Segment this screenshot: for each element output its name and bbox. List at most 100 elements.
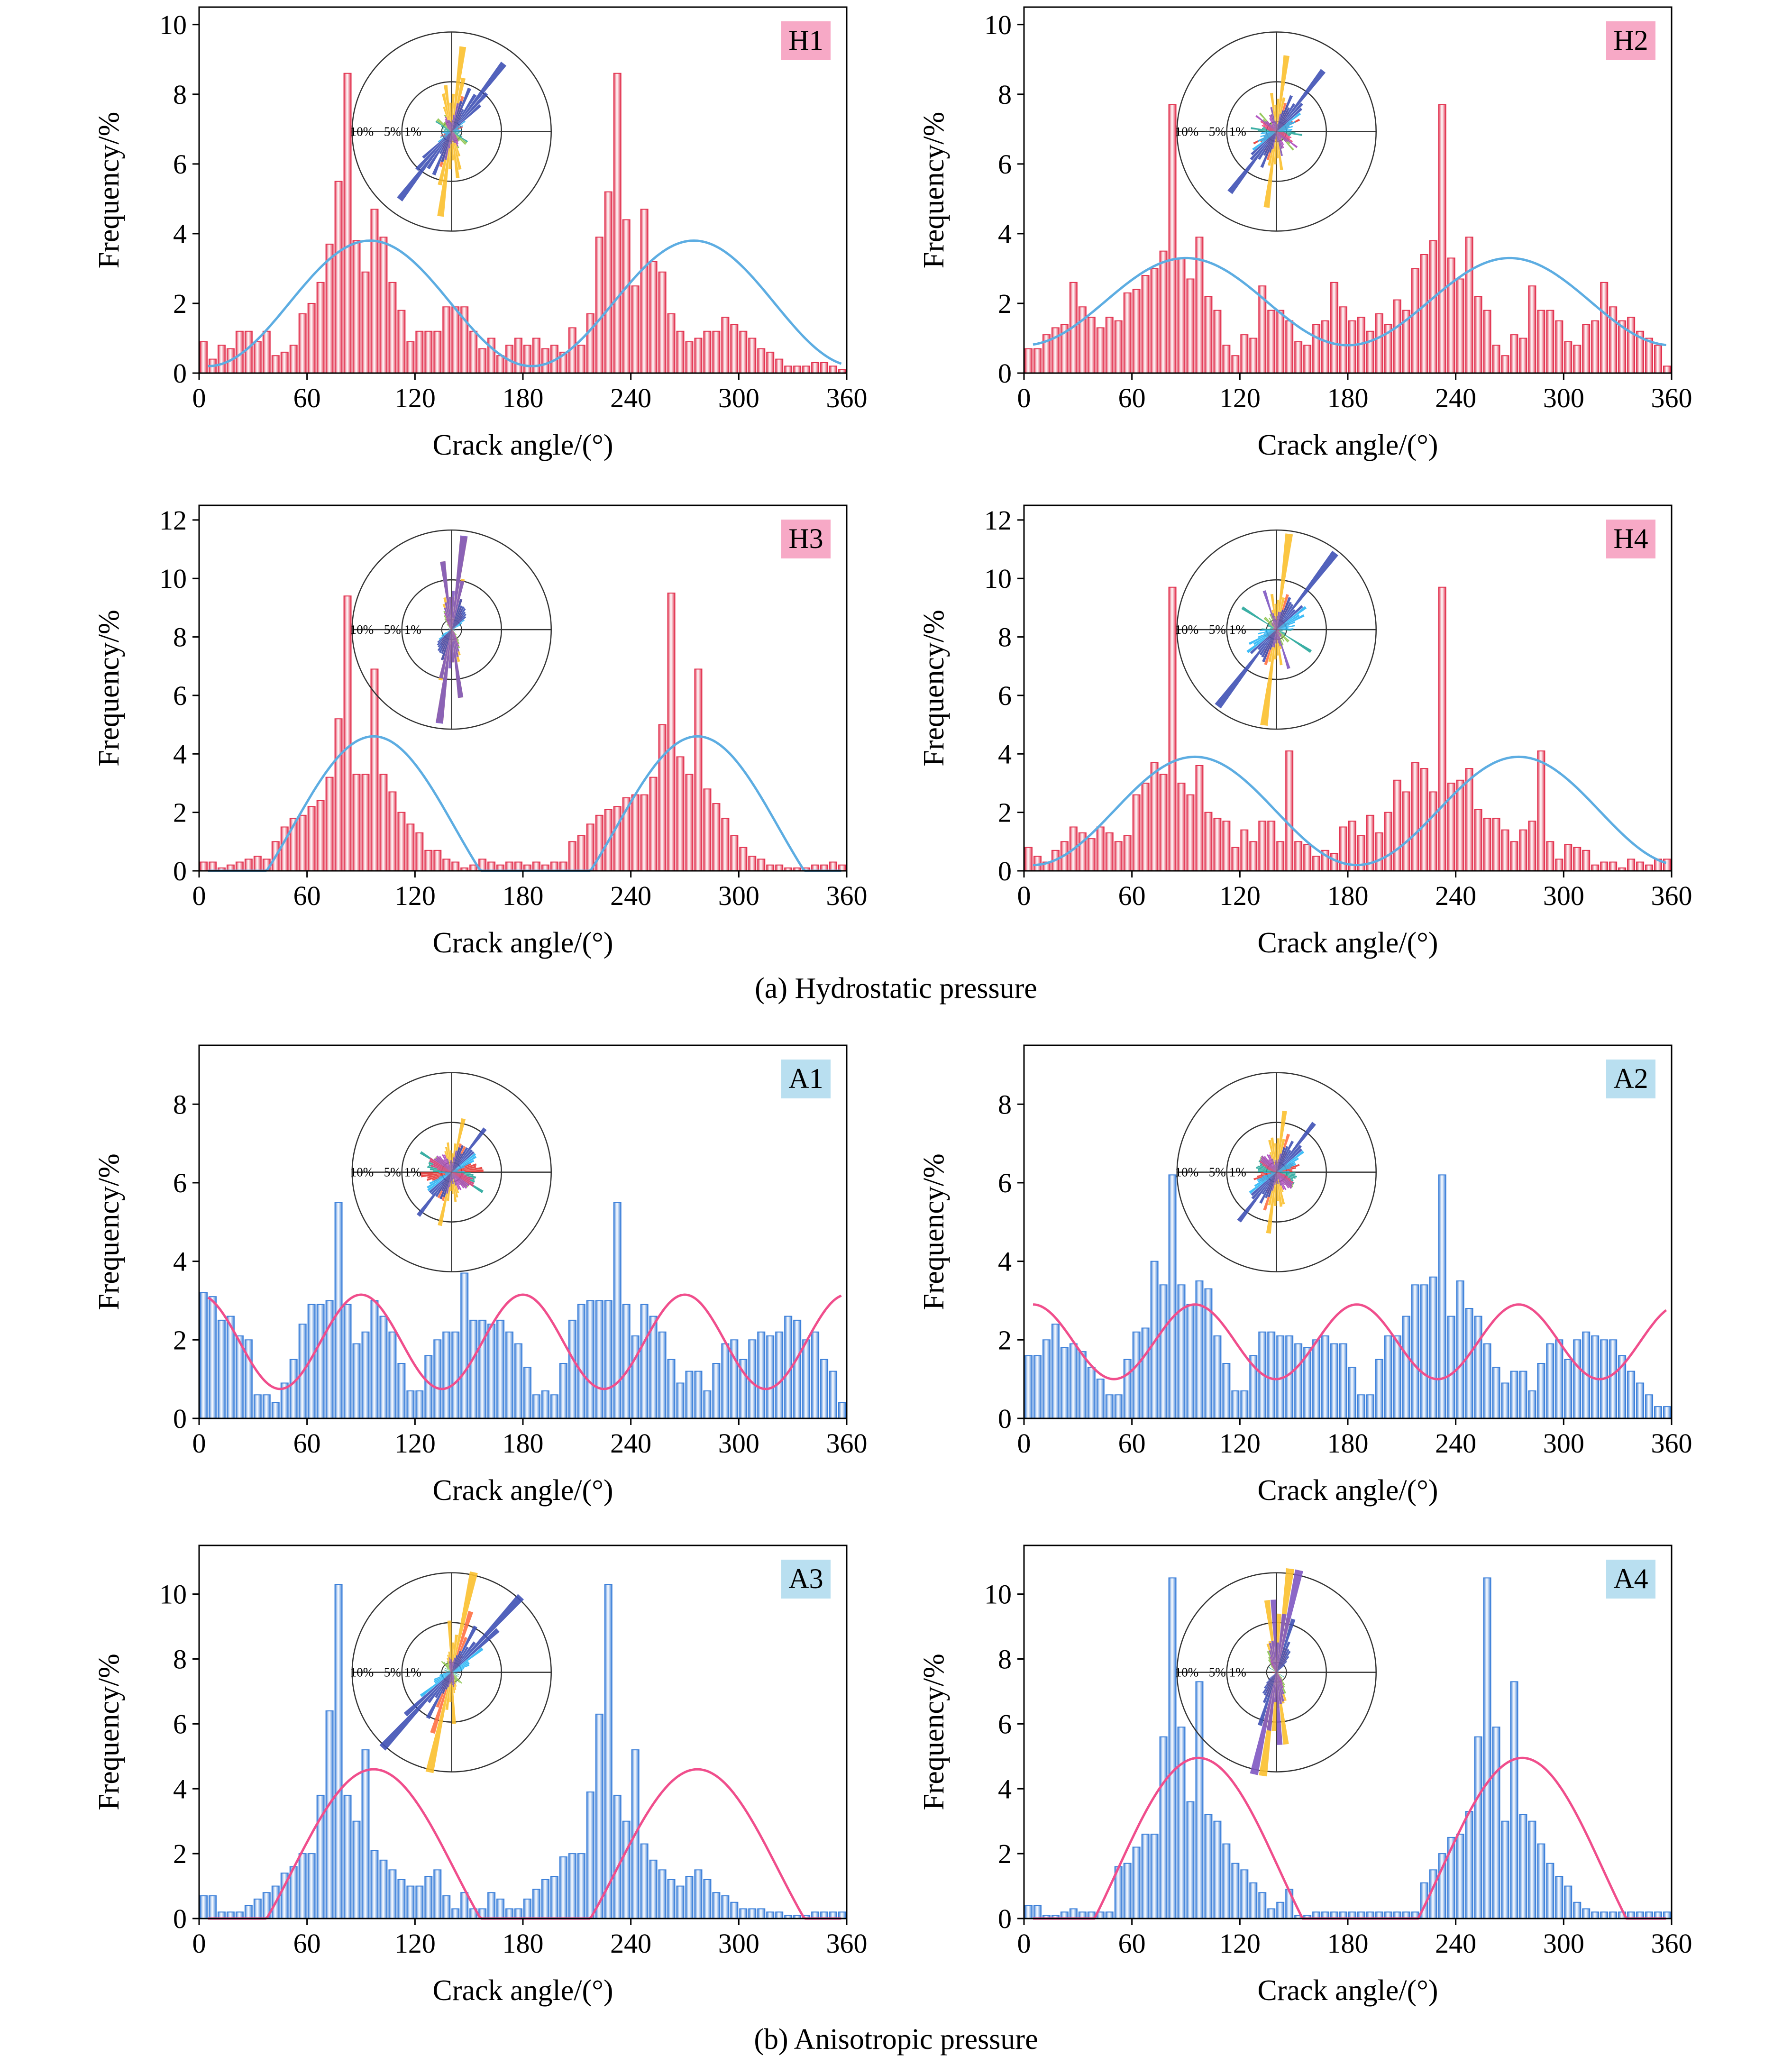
rose-petal — [448, 129, 452, 132]
rose-petal — [444, 612, 452, 630]
bar-h3-19 — [370, 668, 379, 871]
rose-petal — [416, 1172, 452, 1217]
bar-a3-33 — [496, 1898, 505, 1919]
rose-petal — [451, 619, 465, 630]
bar-h2-33 — [1321, 320, 1330, 374]
rose-label-10pct: 10% — [350, 622, 374, 637]
rose-petal — [434, 1672, 452, 1698]
bar-a2-43 — [1411, 1284, 1419, 1419]
bar-h3-62 — [757, 859, 766, 872]
bar-a1-16 — [343, 1304, 352, 1419]
rose-petal — [1276, 1172, 1291, 1180]
rose-petal — [1271, 1170, 1277, 1172]
rose-petal — [1262, 125, 1277, 132]
bar-a2-57 — [1537, 1363, 1545, 1419]
rose-petal — [1255, 115, 1277, 132]
panel-tag-box — [1606, 1060, 1655, 1098]
rose-petal — [1259, 630, 1277, 656]
rose-petal — [451, 131, 457, 136]
rose-petal — [449, 629, 452, 630]
rose-petal — [1276, 131, 1283, 156]
bar-h4-55 — [1519, 829, 1527, 871]
rose-petal — [1276, 630, 1286, 635]
bar-h1-28 — [451, 306, 460, 374]
bar-a3-60 — [739, 1908, 748, 1919]
rose-petal — [1257, 1172, 1277, 1181]
bar-a1-24 — [415, 1390, 424, 1419]
rose-petal — [1276, 603, 1294, 630]
bar-a1-19 — [370, 1300, 379, 1419]
rose-petal — [1276, 123, 1278, 132]
bar-a4-0 — [1024, 1905, 1033, 1919]
bar-a2-54 — [1510, 1371, 1518, 1419]
bar-h2-63 — [1591, 320, 1600, 374]
rose-petal — [451, 1672, 454, 1677]
bar-h2-49 — [1465, 237, 1473, 374]
chart-panel-h4: 0 60 120 180 240 300 360 0 2 4 6 8 10 12 Crack angle/(… — [918, 504, 1692, 959]
rose-petal — [451, 535, 468, 630]
panel-tag-label: H1 — [788, 25, 823, 56]
panel-tag-label: A2 — [1613, 1063, 1648, 1094]
rose-petal — [1275, 1672, 1277, 1673]
rose-petal — [451, 1594, 524, 1672]
bar-h3-9 — [280, 826, 289, 871]
panel-tag-label: H2 — [1613, 25, 1648, 56]
rose-petal — [1270, 1660, 1277, 1672]
bar-a4-59 — [1555, 1876, 1563, 1919]
rose-petal — [1258, 131, 1277, 160]
rose-petal — [1269, 630, 1277, 650]
rose-petal — [451, 1672, 455, 1680]
bar-a1-68 — [811, 1331, 820, 1419]
rose-petal — [451, 1153, 462, 1172]
bar-h3-13 — [316, 800, 325, 872]
rose-petal — [1263, 124, 1277, 132]
rose-petal — [1265, 1167, 1277, 1172]
rose-petal — [441, 1661, 452, 1672]
rose-petal — [451, 1172, 460, 1190]
y-tick-label: 6 — [998, 680, 1012, 711]
bar-h3-25 — [424, 850, 433, 871]
rose-petal — [1276, 1122, 1316, 1172]
rose-petal — [1276, 606, 1307, 630]
rose-petal — [1276, 630, 1289, 642]
rose-petal — [451, 1671, 461, 1672]
x-tick-label: 300 — [1543, 1928, 1584, 1959]
rose-petal — [1254, 1172, 1277, 1187]
bar-h4-25 — [1249, 841, 1258, 871]
rose-petal — [451, 1172, 471, 1174]
rose-petal — [1227, 131, 1277, 194]
rose-petal — [1262, 1172, 1277, 1178]
bar-a2-58 — [1546, 1343, 1554, 1419]
bar-a3-45 — [604, 1584, 613, 1919]
rose-petal — [1276, 597, 1291, 630]
bar-a3-24 — [415, 1885, 424, 1919]
x-tick-label: 240 — [1435, 1928, 1476, 1959]
rose-petal — [436, 119, 452, 132]
rose-petal — [444, 131, 452, 160]
bar-h3-55 — [694, 668, 703, 871]
bar-a4-54 — [1510, 1681, 1518, 1919]
rose-petal — [1276, 1672, 1279, 1673]
rose-petal — [450, 130, 452, 132]
rose-petal — [448, 630, 452, 631]
rose-petal — [449, 1670, 452, 1672]
rose-petal — [451, 1160, 475, 1172]
bar-a1-56 — [703, 1390, 712, 1419]
bar-a2-3 — [1051, 1324, 1060, 1419]
rose-petal — [439, 1672, 452, 1677]
rose-petal — [448, 630, 452, 631]
bar-h3-61 — [748, 856, 757, 872]
rose-petal — [451, 1172, 473, 1180]
rose-petal — [451, 1672, 454, 1675]
bar-h4-11 — [1123, 835, 1132, 872]
bar-a2-13 — [1141, 1327, 1150, 1419]
bar-a3-53 — [676, 1885, 685, 1919]
x-axis-label: Crack angle/(°) — [1257, 927, 1438, 959]
rose-label-1pct: 1% — [1229, 1665, 1246, 1680]
y-tick-label: 2 — [998, 797, 1012, 828]
bar-h3-35 — [514, 861, 523, 871]
rose-petal — [448, 130, 452, 132]
rose-petal — [451, 1672, 453, 1685]
rose-petal — [445, 119, 452, 132]
bar-h3-23 — [406, 823, 415, 872]
